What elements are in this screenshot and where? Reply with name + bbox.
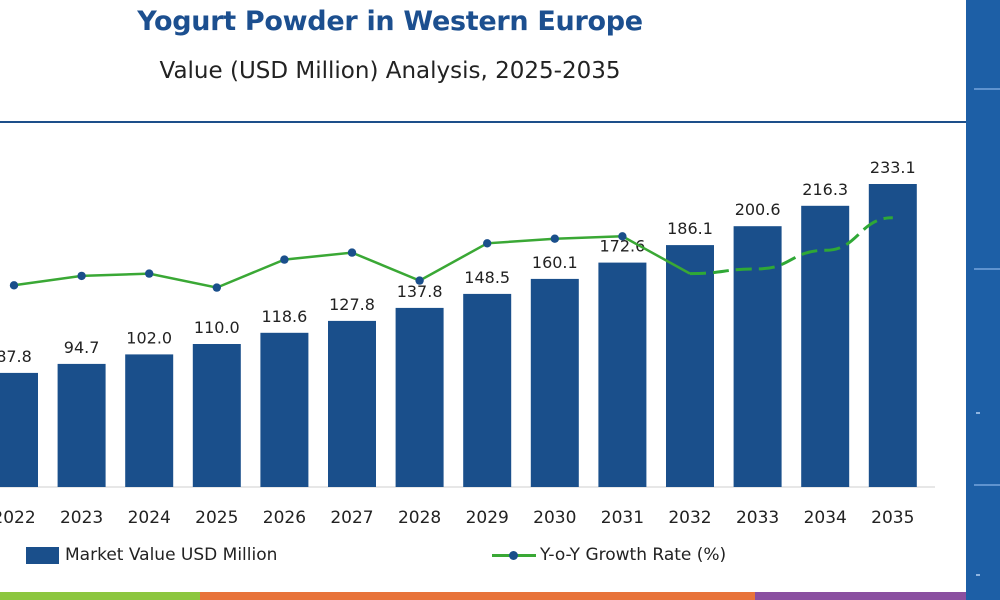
growth-point-2024 bbox=[145, 269, 154, 278]
legend-line-swatch bbox=[492, 550, 536, 560]
x-tick-2029: 2029 bbox=[466, 508, 509, 528]
bar-2032 bbox=[666, 245, 714, 487]
x-tick-2025: 2025 bbox=[195, 508, 238, 528]
x-tick-2027: 2027 bbox=[330, 508, 373, 528]
growth-point-2030 bbox=[550, 234, 559, 243]
bar-2033 bbox=[733, 226, 782, 487]
bar-value-label-2022: 87.8 bbox=[0, 347, 32, 366]
bar-value-label-2027: 127.8 bbox=[329, 295, 375, 314]
bar-2022 bbox=[0, 372, 38, 487]
bar-2031 bbox=[598, 262, 647, 487]
growth-point-2025 bbox=[212, 283, 221, 292]
growth-point-2027 bbox=[347, 248, 357, 257]
bar-2030 bbox=[530, 278, 579, 487]
bar-value-label-2034: 216.3 bbox=[802, 180, 848, 199]
bottom-band-orange bbox=[200, 592, 755, 600]
growth-point-2023 bbox=[77, 271, 86, 281]
x-tick-2026: 2026 bbox=[263, 508, 306, 528]
legend-item-growth-rate: Y-o-Y Growth Rate (%) bbox=[492, 543, 726, 567]
bar-value-label-2029: 148.5 bbox=[464, 268, 510, 287]
bar-2024 bbox=[125, 354, 174, 487]
bar-value-label-2025: 110.0 bbox=[194, 318, 240, 337]
bar-2028 bbox=[395, 307, 444, 487]
bar-2034 bbox=[801, 205, 850, 488]
x-tick-2031: 2031 bbox=[601, 508, 644, 528]
x-tick-2034: 2034 bbox=[804, 508, 847, 528]
x-axis-tick-labels: 2022 2023 2024 2025 2026 2027 2028 2029 2030 2031… bbox=[0, 508, 914, 528]
side-panel-stripe bbox=[974, 484, 1000, 486]
bar-2025 bbox=[192, 344, 241, 487]
bar-value-label-2032: 186.1 bbox=[667, 219, 713, 238]
bar-value-label-2035: 233.1 bbox=[870, 158, 916, 177]
growth-line-actual bbox=[13, 235, 691, 289]
bar-value-label-2030: 160.1 bbox=[532, 253, 578, 272]
legend-bar-swatch bbox=[26, 546, 59, 564]
bar-series bbox=[0, 184, 917, 488]
bar-2035 bbox=[868, 184, 917, 487]
bar-2029 bbox=[463, 293, 512, 487]
side-panel-stripe bbox=[974, 88, 1000, 90]
x-tick-2030: 2030 bbox=[533, 508, 576, 528]
bar-2026 bbox=[260, 332, 309, 487]
x-tick-2033: 2033 bbox=[736, 508, 779, 528]
bar-value-label-2024: 102.0 bbox=[126, 328, 172, 347]
growth-point-2026 bbox=[280, 255, 289, 264]
bar-2027 bbox=[328, 320, 376, 487]
chart-area: 87.8 94.7 102.0 110.0 118.6 127.8 137.8 148.5 16… bbox=[0, 158, 935, 528]
bottom-band-purple bbox=[755, 592, 968, 600]
growth-point-2028 bbox=[415, 276, 424, 285]
chart-subtitle: Value (USD Million) Analysis, 2025-2035 bbox=[159, 58, 621, 84]
bar-value-labels: 87.8 94.7 102.0 110.0 118.6 127.8 137.8 148.5 16… bbox=[0, 158, 916, 366]
x-tick-2024: 2024 bbox=[128, 508, 171, 528]
chart-title: Yogurt Powder in Western Europe bbox=[137, 6, 643, 37]
growth-line-series bbox=[9, 216, 893, 292]
bar-value-label-2033: 200.6 bbox=[735, 200, 781, 219]
bar-2023 bbox=[57, 363, 106, 487]
growth-point-2031 bbox=[618, 232, 627, 241]
bar-value-label-2028: 137.8 bbox=[397, 282, 443, 301]
side-panel-mark bbox=[976, 574, 980, 576]
x-tick-2022: 2022 bbox=[0, 508, 36, 528]
x-tick-2028: 2028 bbox=[398, 508, 441, 528]
legend-line-label: Y-o-Y Growth Rate (%) bbox=[540, 545, 727, 565]
growth-point-2029 bbox=[483, 239, 492, 248]
side-panel bbox=[966, 0, 1000, 600]
bar-value-label-2023: 94.7 bbox=[64, 338, 100, 357]
bottom-band-green bbox=[0, 592, 200, 600]
legend-bar-label: Market Value USD Million bbox=[65, 545, 278, 565]
bar-value-label-2026: 118.6 bbox=[261, 307, 307, 326]
side-panel-stripe bbox=[974, 268, 1000, 270]
legend-item-market-value: Market Value USD Million bbox=[26, 543, 277, 567]
x-tick-2023: 2023 bbox=[60, 508, 103, 528]
title-divider bbox=[0, 121, 968, 123]
x-tick-2032: 2032 bbox=[668, 508, 711, 528]
side-panel-mark bbox=[976, 412, 980, 414]
growth-point-2022 bbox=[9, 281, 19, 290]
x-tick-2035: 2035 bbox=[871, 508, 914, 528]
growth-line-forecast bbox=[689, 216, 893, 276]
